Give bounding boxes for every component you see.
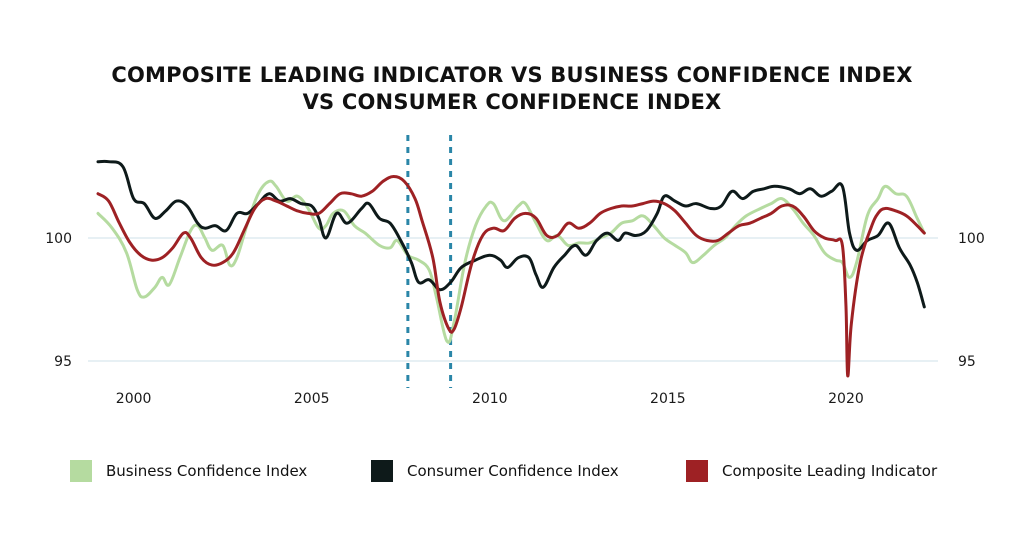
y-tick-right-100: 100 <box>958 231 985 247</box>
series-line-composite-leading <box>96 175 926 378</box>
event-markers <box>406 135 453 388</box>
legend-label-business-confidence: Business Confidence Index <box>106 462 308 480</box>
series-line-business-confidence <box>96 179 926 344</box>
x-tick-2005: 2005 <box>294 391 330 407</box>
legend-swatch-composite-leading <box>686 460 708 482</box>
y-tick-left-100: 100 <box>45 231 72 247</box>
legend-swatch-consumer-confidence <box>371 460 393 482</box>
chart-title-line-2: VS CONSUMER CONFIDENCE INDEX <box>302 90 722 114</box>
legend-item-business-confidence: Business Confidence Index <box>70 458 307 484</box>
x-tick-2020: 2020 <box>828 391 864 407</box>
chart-title-line-1: COMPOSITE LEADING INDICATOR VS BUSINESS … <box>111 63 913 87</box>
x-tick-2000: 2000 <box>116 391 152 407</box>
legend-label-consumer-confidence: Consumer Confidence Index <box>407 462 619 480</box>
legend-item-consumer-confidence: Consumer Confidence Index <box>371 458 619 484</box>
x-tick-2010: 2010 <box>472 391 508 407</box>
series-lines <box>96 159 926 378</box>
chart-title: COMPOSITE LEADING INDICATOR VS BUSINESS … <box>0 62 1024 116</box>
y-tick-left-95: 95 <box>54 354 72 370</box>
y-tick-right-95: 95 <box>958 354 976 370</box>
legend-item-composite-leading: Composite Leading Indicator <box>686 458 937 484</box>
gridlines <box>88 237 938 362</box>
tick-labels: 2000 2005 2010 2015 2020 95 95 100 100 <box>45 231 984 407</box>
legend-label-composite-leading: Composite Leading Indicator <box>722 462 938 480</box>
series-line-consumer-confidence <box>96 159 926 309</box>
x-tick-2015: 2015 <box>650 391 686 407</box>
legend-swatch-business-confidence <box>70 460 92 482</box>
legend: Business Confidence Index Consumer Confi… <box>0 458 1024 484</box>
